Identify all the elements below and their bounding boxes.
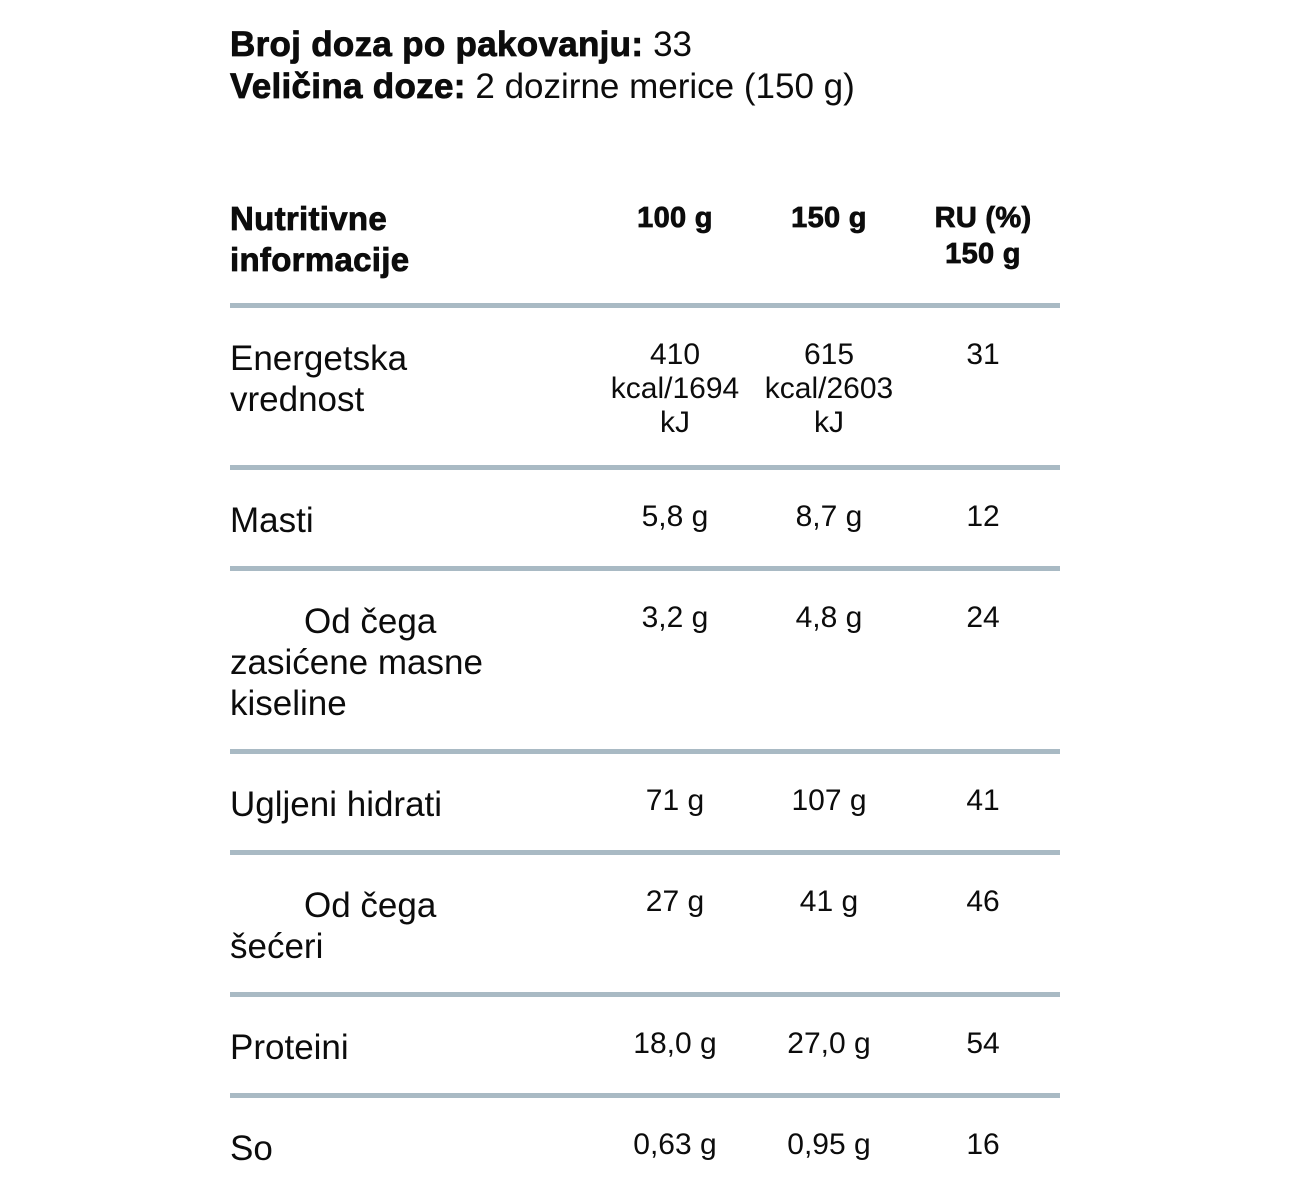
value-100g: 71 g xyxy=(645,784,705,817)
nutrient-label: Proteini xyxy=(230,1028,349,1067)
column-header-100g: 100 g xyxy=(637,202,713,235)
nutrient-label: Od čega šećeri xyxy=(230,886,437,966)
value-ru-percent: 31 xyxy=(966,338,1000,371)
value-150g: 0,95 g xyxy=(787,1128,871,1161)
value-150g: 4,8 g xyxy=(795,601,863,634)
value-ru-percent: 12 xyxy=(966,500,1000,533)
value-150g: 107 g xyxy=(791,784,867,817)
serving-size-value: 2 dozirne merice (150 g) xyxy=(475,67,855,106)
value-ru-percent: 16 xyxy=(966,1128,1000,1161)
serving-info: Broj doza po pakovanju: 33 Veličina doze… xyxy=(230,0,1060,108)
table-row-salt: So 0,63 g 0,95 g 16 xyxy=(230,1093,1060,1194)
column-header-ru-percent: RU (%) 150 g xyxy=(934,202,1032,271)
value-ru-percent: 24 xyxy=(966,601,1000,634)
nutrition-table: Nutritivne informacije 100 g 150 g RU (%… xyxy=(230,198,1060,1194)
nutrient-label: Energetska vrednost xyxy=(230,339,408,419)
value-ru-percent: 41 xyxy=(966,784,1000,817)
nutrient-label: Od čega zasićene masne kiseline xyxy=(230,602,483,723)
value-150g: 615 kcal/2603 kJ xyxy=(764,338,894,439)
value-ru-percent: 46 xyxy=(966,885,1000,918)
servings-per-pack-label: Broj doza po pakovanju: xyxy=(230,25,644,65)
table-row-protein: Proteini 18,0 g 27,0 g 54 xyxy=(230,992,1060,1093)
nutrient-label: So xyxy=(230,1129,273,1168)
table-row-energy: Energetska vrednost 410 kcal/1694 kJ 615… xyxy=(230,303,1060,465)
table-row-carbohydrates: Ugljeni hidrati 71 g 107 g 41 xyxy=(230,749,1060,850)
value-100g: 18,0 g xyxy=(633,1027,717,1060)
value-150g: 27,0 g xyxy=(787,1027,871,1060)
table-row-sugars: Od čega šećeri 27 g 41 g 46 xyxy=(230,850,1060,992)
serving-size-line: Veličina doze: 2 dozirne merice (150 g) xyxy=(230,66,1060,108)
servings-per-pack-value: 33 xyxy=(653,25,692,64)
nutrient-label: Masti xyxy=(230,501,314,540)
serving-size-label: Veličina doze: xyxy=(230,67,466,107)
nutrition-panel: Broj doza po pakovanju: 33 Veličina doze… xyxy=(230,0,1060,1194)
table-header-row: Nutritivne informacije 100 g 150 g RU (%… xyxy=(230,198,1060,303)
value-100g: 27 g xyxy=(645,885,705,918)
value-150g: 41 g xyxy=(799,885,859,918)
table-row-fat: Masti 5,8 g 8,7 g 12 xyxy=(230,465,1060,566)
nutrient-label: Ugljeni hidrati xyxy=(230,785,443,824)
value-100g: 410 kcal/1694 kJ xyxy=(610,338,740,439)
column-header-150g: 150 g xyxy=(791,202,867,235)
value-100g: 3,2 g xyxy=(641,601,709,634)
table-row-saturated-fat: Od čega zasićene masne kiseline 3,2 g 4,… xyxy=(230,566,1060,749)
value-150g: 8,7 g xyxy=(795,500,863,533)
value-100g: 5,8 g xyxy=(641,500,709,533)
servings-per-pack-line: Broj doza po pakovanju: 33 xyxy=(230,24,1060,66)
value-100g: 0,63 g xyxy=(633,1128,717,1161)
value-ru-percent: 54 xyxy=(966,1027,1000,1060)
column-header-nutrition-info: Nutritivne informacije xyxy=(230,200,410,279)
